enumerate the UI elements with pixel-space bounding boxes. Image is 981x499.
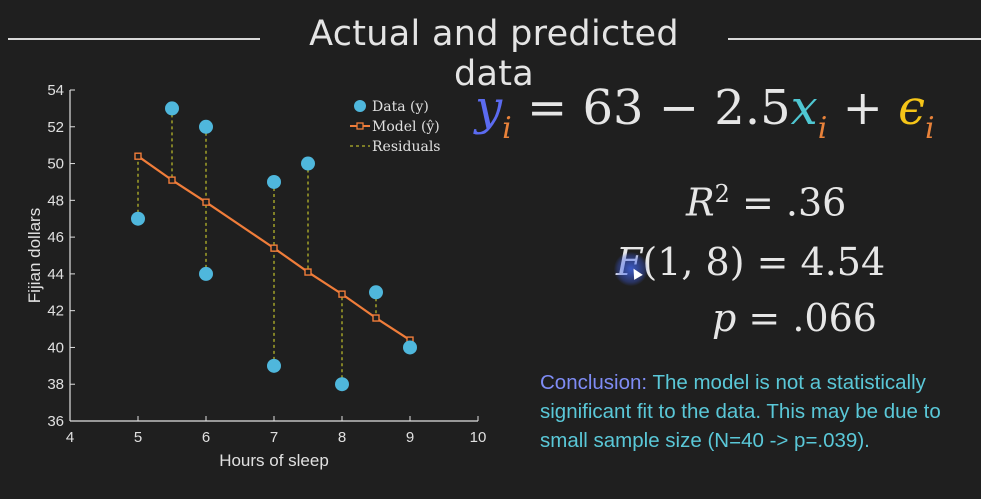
model-point <box>134 152 142 160</box>
f-stat: F(1, 8) = 4.54 <box>616 240 885 284</box>
eq-epsilon: ϵ <box>898 80 925 136</box>
r-squared-stat: R2 = .36 <box>686 180 846 225</box>
eq-x: x <box>790 80 818 136</box>
regression-equation: yi = 63 − 2.5xi + ϵi <box>475 80 975 160</box>
y-axis-label: Fijian dollars <box>25 208 44 303</box>
p-symbol: p <box>712 296 737 340</box>
eq-equals: = <box>527 80 568 136</box>
data-point <box>369 285 383 300</box>
legend-label: Residuals <box>372 139 440 155</box>
y-tick-label: 38 <box>47 376 64 393</box>
eq-y-subscript: i <box>502 111 512 146</box>
y-tick-label: 36 <box>47 413 64 430</box>
y-tick-label: 46 <box>47 229 64 246</box>
p-value-stat: p = .066 <box>712 296 877 340</box>
cursor-highlight <box>614 252 648 286</box>
eq-x-subscript: i <box>817 111 828 146</box>
residual-lines <box>137 108 411 385</box>
data-point <box>335 377 349 392</box>
r2-symbol: R <box>686 180 715 225</box>
model-point <box>338 290 346 298</box>
data-point <box>199 119 213 134</box>
legend-label: Model (ŷ) <box>372 118 440 135</box>
data-point <box>301 156 315 171</box>
conclusion-label: Conclusion: <box>540 371 648 394</box>
title-rule-left <box>8 38 260 40</box>
axes: 4 5 6 7 8 9 10 36 38 40 42 44 46 48 50 52 54 Hours of sle… <box>25 82 486 470</box>
legend-label: Data (y) <box>372 99 429 115</box>
p-value: = .066 <box>748 296 877 340</box>
y-tick-label: 54 <box>47 82 64 99</box>
data-point <box>267 174 281 189</box>
model-line <box>137 155 411 342</box>
x-tick-label: 9 <box>406 429 414 446</box>
model-point <box>168 176 176 184</box>
page-title: Actual and predicted data <box>309 14 679 94</box>
data-point <box>403 340 417 355</box>
eq-y: y <box>475 80 503 136</box>
x-tick-label: 10 <box>470 429 487 446</box>
y-tick-label: 52 <box>47 119 64 136</box>
x-tick-label: 8 <box>338 429 346 446</box>
title-bar: Actual and predicted data <box>0 14 981 94</box>
model-line-group <box>134 152 414 344</box>
y-tick-label: 50 <box>47 156 64 173</box>
data-point <box>165 101 179 116</box>
f-value: (1, 8) = 4.54 <box>642 240 886 284</box>
data-point <box>267 358 281 373</box>
r2-value: = .36 <box>742 180 847 225</box>
data-point <box>131 211 145 226</box>
data-points <box>131 101 417 392</box>
scatter-chart: 4 5 6 7 8 9 10 36 38 40 42 44 46 48 50 52 54 Hours of sle… <box>25 82 486 470</box>
r2-exponent: 2 <box>714 180 730 208</box>
model-point <box>202 198 210 206</box>
model-point <box>372 314 380 322</box>
title-rule-right <box>728 38 981 40</box>
eq-epsilon-subscript: i <box>924 111 935 146</box>
y-tick-label: 44 <box>47 266 64 283</box>
y-tick-label: 40 <box>47 339 64 356</box>
x-tick-label: 7 <box>270 429 278 446</box>
legend: Data (y) Model (ŷ) Residuals <box>350 99 440 155</box>
y-tick-label: 42 <box>47 303 64 320</box>
legend-data-marker <box>354 100 366 112</box>
legend-model-marker <box>356 122 364 130</box>
eq-plus: + <box>842 80 883 136</box>
eq-intercept-slope: 63 − 2.5 <box>582 80 791 136</box>
y-tick-label: 48 <box>47 192 64 209</box>
conclusion-text: Conclusion: The model is not a statistic… <box>540 368 970 455</box>
model-point <box>304 268 312 276</box>
x-tick-label: 4 <box>66 429 74 446</box>
conclusion-body: The model is not a statistically signifi… <box>540 371 941 452</box>
x-tick-label: 5 <box>134 429 142 446</box>
data-point <box>199 266 213 281</box>
model-point <box>270 244 278 252</box>
x-tick-label: 6 <box>202 429 210 446</box>
x-axis-label: Hours of sleep <box>219 451 329 470</box>
